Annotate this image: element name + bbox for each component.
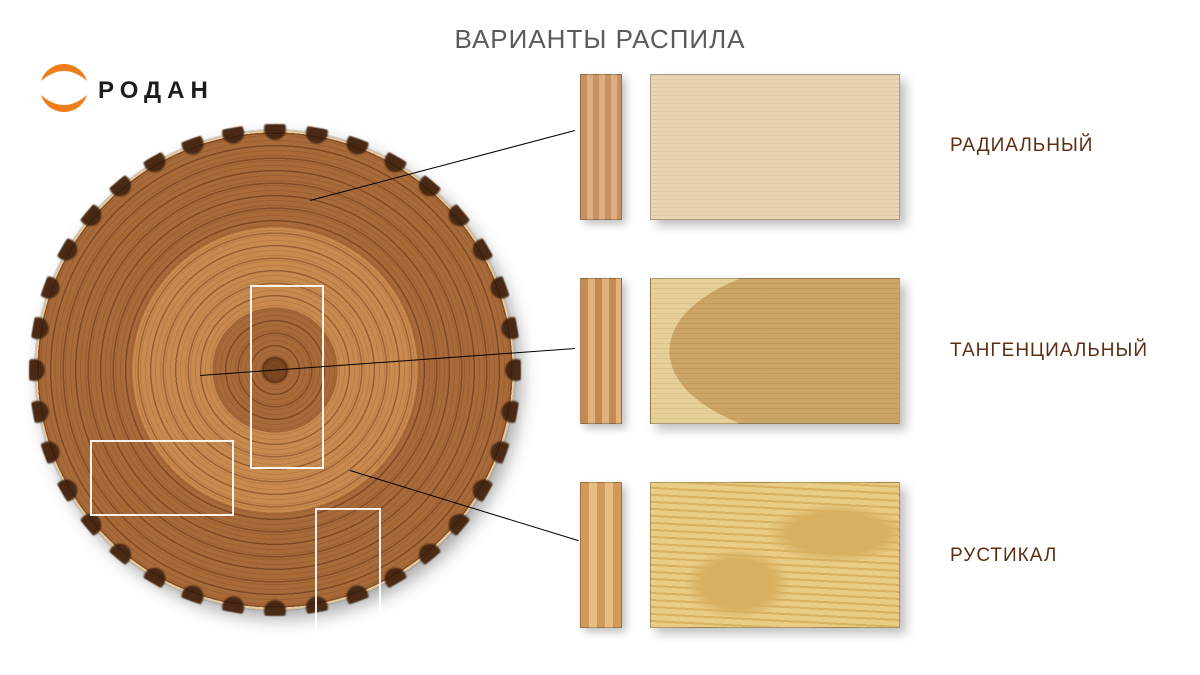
diagram-title: ВАРИАНТЫ РАСПИЛА xyxy=(454,24,745,55)
cut-marker-radial xyxy=(250,285,324,469)
sample-end-rustic xyxy=(580,482,622,628)
cut-label-tangential: ТАНГЕНЦИАЛЬНЫЙ xyxy=(950,340,1148,362)
sample-face-radial xyxy=(650,74,900,220)
brand-logo: РОДАН xyxy=(40,64,214,117)
sample-end-radial xyxy=(580,74,622,220)
cut-label-rustic: РУСТИКАЛ xyxy=(950,545,1057,567)
sample-end-tangential xyxy=(580,278,622,424)
cut-marker-tangential xyxy=(90,440,234,516)
cut-label-radial: РАДИАЛЬНЫЙ xyxy=(950,135,1093,157)
cut-marker-rustic xyxy=(315,508,381,675)
brand-logo-icon xyxy=(40,64,88,117)
diagram-stage: { "canvas": { "width": 1200, "height": 6… xyxy=(0,0,1200,675)
sample-face-tangential xyxy=(650,278,900,424)
brand-logo-text: РОДАН xyxy=(98,77,214,105)
sample-face-rustic xyxy=(650,482,900,628)
